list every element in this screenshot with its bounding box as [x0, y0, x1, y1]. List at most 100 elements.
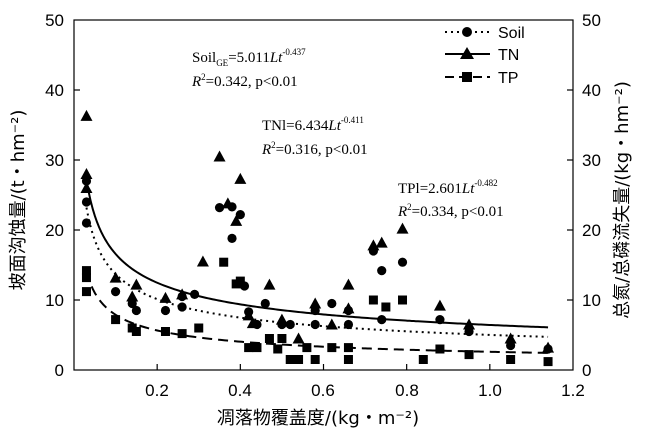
- y-right-tick-label: 20: [582, 221, 601, 240]
- annotation-tn-eq: =6.434: [286, 118, 329, 134]
- point-tn: [504, 332, 517, 344]
- point-tp: [111, 315, 121, 325]
- annotation-soil-sub: GE: [216, 58, 228, 68]
- annotation-tn-exp: -0.411: [341, 115, 364, 125]
- point-tn: [213, 150, 226, 162]
- point-soil: [177, 302, 187, 312]
- svg-text:TPl=2.601Lt-0.482: TPl=2.601Lt-0.482: [398, 178, 498, 197]
- point-soil: [285, 319, 295, 330]
- annotation-tp-r2: =0.334, p<0.01: [412, 204, 504, 220]
- y-left-tick-label: 50: [45, 11, 64, 30]
- data-points: [80, 109, 555, 367]
- annotation-tn-name: TNl: [262, 118, 286, 134]
- svg-text:TNl=6.434Lt-0.411: TNl=6.434Lt-0.411: [262, 115, 364, 134]
- point-tp: [327, 343, 337, 353]
- point-tp: [294, 355, 304, 364]
- point-tp: [264, 334, 274, 343]
- point-soil: [377, 315, 387, 325]
- annotation-soil-r2: =0.342, p<0.01: [206, 74, 298, 90]
- point-tn: [292, 332, 305, 344]
- point-tp: [252, 343, 262, 353]
- annotation-soil-var: Lt: [269, 50, 283, 66]
- annotation-soil-name: Soil: [192, 50, 216, 66]
- point-tp: [81, 287, 91, 297]
- point-tp: [235, 276, 245, 286]
- point-soil: [343, 319, 354, 330]
- annotation-soil-eq: =5.011: [228, 50, 270, 66]
- point-tn: [396, 222, 409, 234]
- point-tp: [310, 355, 320, 364]
- y-left-tick-label: 10: [45, 291, 64, 310]
- annotation-tp-var: Lt: [461, 181, 475, 197]
- y-left-tick-label: 20: [45, 221, 64, 240]
- point-soil: [327, 298, 337, 309]
- point-tp: [368, 295, 378, 305]
- point-tp: [435, 344, 445, 354]
- point-tn: [109, 271, 122, 283]
- point-soil: [310, 319, 320, 330]
- point-tp: [343, 355, 353, 364]
- point-tn: [367, 239, 380, 251]
- x-tick-label: 1.2: [561, 381, 585, 400]
- x-tick-label: 1.0: [478, 381, 502, 400]
- point-tn: [130, 278, 143, 290]
- point-soil: [189, 289, 200, 299]
- point-tn: [126, 290, 139, 302]
- y-right-tick-label: 40: [582, 81, 601, 100]
- svg-text:SoilGE=5.011Lt-0.437: SoilGE=5.011Lt-0.437: [192, 47, 306, 68]
- point-tp: [131, 327, 141, 336]
- legend: Soil TN TP: [445, 25, 525, 87]
- y-left-tick-label: 40: [45, 81, 64, 100]
- legend-soil-marker: [462, 27, 472, 37]
- point-tp: [381, 302, 391, 312]
- point-tn: [309, 297, 322, 309]
- svg-text:R2=0.342, p<0.01: R2=0.342, p<0.01: [191, 72, 298, 90]
- annotation-tp-eq: =2.601: [420, 181, 462, 197]
- point-tp: [285, 355, 295, 364]
- annotation-tp-name: TPl: [398, 181, 420, 197]
- legend-tn-label: TN: [498, 47, 519, 64]
- legend-soil-label: Soil: [498, 25, 525, 42]
- point-soil: [260, 298, 270, 309]
- point-tn: [221, 197, 234, 209]
- point-tn: [80, 182, 93, 193]
- point-tn: [375, 236, 388, 248]
- legend-tp-label: TP: [498, 70, 518, 87]
- annotation-soil-exp: -0.437: [282, 47, 306, 57]
- point-tp: [273, 344, 283, 354]
- point-tn: [263, 278, 276, 290]
- point-tp: [343, 343, 353, 353]
- point-tn: [159, 291, 172, 303]
- annotation-tn-r2: =0.316, p<0.01: [276, 142, 368, 158]
- point-tn: [275, 313, 288, 325]
- point-tn: [80, 109, 93, 121]
- annotation-tn: TNl=6.434Lt-0.411 R2=0.316, p<0.01: [261, 115, 368, 158]
- point-tp: [81, 273, 91, 283]
- ticks-layer: [74, 89, 573, 370]
- point-soil: [435, 315, 445, 325]
- x-tick-label: 0.2: [145, 381, 169, 400]
- point-tn: [342, 302, 355, 314]
- point-soil: [160, 305, 171, 316]
- legend-tn-marker: [460, 47, 474, 59]
- point-tn: [463, 318, 476, 330]
- point-tp: [81, 266, 91, 276]
- point-tp: [464, 350, 474, 360]
- annotation-tn-var: Lt: [327, 118, 341, 134]
- y-right-axis-label: 总氮/总磷流失量/(kg・hm⁻²): [612, 81, 633, 319]
- annotation-tp: TPl=2.601Lt-0.482 R2=0.334, p<0.01: [397, 178, 504, 220]
- point-tp: [244, 343, 254, 353]
- point-tn: [80, 168, 93, 179]
- annotation-tp-exp: -0.482: [474, 178, 497, 188]
- x-tick-label: 0.4: [228, 381, 252, 400]
- y-right-tick-label: 10: [582, 291, 601, 310]
- point-soil: [377, 266, 387, 276]
- point-soil: [397, 257, 408, 267]
- point-tn: [246, 317, 259, 329]
- point-soil: [235, 210, 245, 220]
- point-tp: [194, 323, 204, 333]
- y-right-tick-label: 50: [582, 11, 601, 30]
- point-soil: [227, 233, 237, 243]
- point-tp: [219, 257, 229, 267]
